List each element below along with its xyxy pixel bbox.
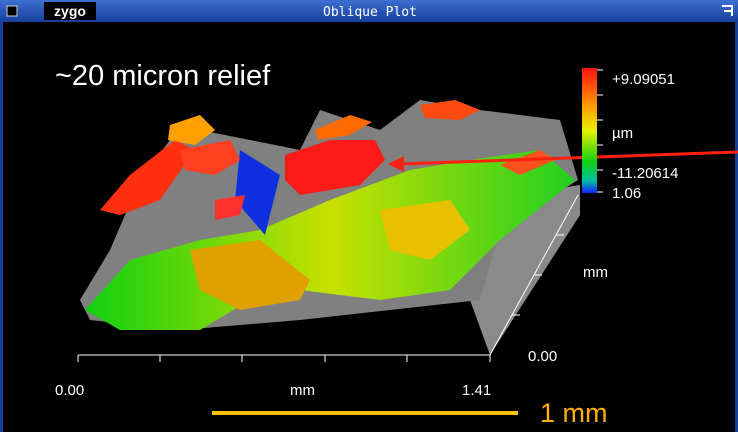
colorbar-max: +9.09051 xyxy=(612,71,675,88)
scale-bar-label: 1 mm xyxy=(540,398,608,428)
x-axis-max: 1.41 xyxy=(462,382,491,399)
x-axis-label: mm xyxy=(290,382,315,399)
y-axis-max: 1.06 xyxy=(612,185,641,202)
logo: zygo xyxy=(54,3,86,19)
colorbar-min: -11.20614 xyxy=(612,165,678,182)
arrow xyxy=(399,150,738,166)
arrow-head xyxy=(388,156,404,172)
title-bar xyxy=(0,0,738,22)
pin-icon[interactable] xyxy=(722,5,733,16)
color-bar xyxy=(582,68,597,193)
menu-icon[interactable] xyxy=(6,5,18,17)
surface xyxy=(80,100,580,355)
logo-box xyxy=(44,2,96,20)
annotation: ~20 micron relief xyxy=(55,60,271,92)
colorbar-unit: µm xyxy=(612,125,633,142)
border xyxy=(735,22,738,432)
border xyxy=(0,22,3,432)
y-axis-label: mm xyxy=(583,264,608,281)
color-bar-ticks xyxy=(597,69,603,193)
axes xyxy=(77,194,579,362)
y-axis-min: 0.00 xyxy=(528,348,557,365)
window-title: Oblique Plot xyxy=(323,5,417,20)
x-axis-min: 0.00 xyxy=(55,382,84,399)
